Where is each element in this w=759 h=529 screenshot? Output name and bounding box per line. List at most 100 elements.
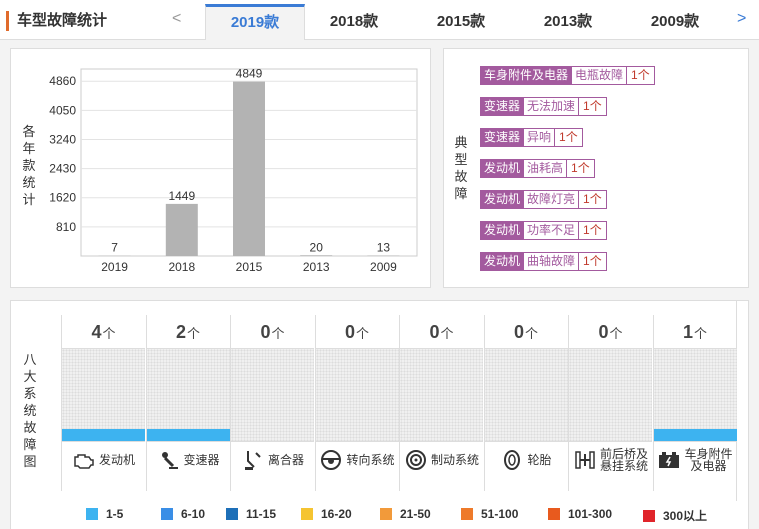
legend-item: 101-300 — [548, 507, 612, 521]
bar — [233, 81, 265, 256]
system-fault-bar-area — [400, 349, 483, 441]
system-column[interactable]: 4个发动机 — [61, 315, 145, 491]
legend-swatch — [548, 508, 560, 520]
system-count-unit: 个 — [356, 326, 370, 341]
system-column[interactable]: 2个变速器 — [145, 315, 230, 491]
legend-item: 300以上 — [643, 507, 707, 524]
data-label: 20 — [310, 240, 324, 254]
tab-2018[interactable]: 2018款 — [329, 13, 379, 30]
legend-label: 51-100 — [481, 507, 519, 521]
fault-row[interactable]: 变速器 无法加速 1个 — [480, 97, 607, 116]
bar — [165, 203, 198, 256]
system-fault-bar-area — [315, 349, 399, 441]
legend-swatch — [301, 508, 313, 520]
fault-row[interactable]: 车身附件及电器 电瓶故障 1个 — [480, 66, 655, 85]
system-label: 前后桥及 悬挂系统 — [569, 441, 652, 477]
system-column[interactable]: 0个 轮胎 — [483, 315, 568, 491]
system-fault-bar-area — [569, 349, 652, 441]
system-count-value: 4 — [91, 322, 102, 342]
system-label: 发动机 — [62, 441, 145, 477]
system-label: 车身附件 及电器 — [653, 441, 737, 477]
tab-2019[interactable]: 2019款 — [205, 4, 305, 40]
system-name: 变速器 — [183, 452, 220, 467]
legend-item: 51-100 — [461, 507, 518, 521]
system-count: 1个 — [653, 315, 737, 349]
page-title: 车型故障统计 — [6, 11, 107, 31]
system-fault-bar — [146, 429, 230, 441]
prev-tab-arrow-icon[interactable]: < — [172, 10, 182, 27]
legend-swatch — [86, 508, 98, 520]
systems-panel: 八大系统故障图 4个 发动机 2个 变速器 0个 离合器 0个 转向系统 0个 制动系统 0个 轮胎 0… — [10, 300, 749, 529]
system-column[interactable]: 1个车身附件 及电器 — [652, 315, 737, 491]
battery-icon — [657, 449, 681, 471]
system-fault-bar — [653, 429, 737, 441]
legend-item: 6-10 — [161, 507, 205, 521]
system-name: 发动机 — [98, 452, 135, 467]
fault-issue: 异响 — [524, 128, 556, 147]
system-count: 0个 — [569, 315, 652, 349]
system-fault-bar-area — [146, 349, 230, 441]
steering-wheel-icon — [319, 449, 343, 471]
fault-count: 1个 — [579, 97, 607, 116]
system-count: 0个 — [315, 315, 399, 349]
fault-issue: 曲轴故障 — [524, 252, 580, 271]
y-tick-label: 4050 — [49, 103, 76, 117]
system-label: 轮胎 — [484, 441, 568, 477]
fault-issue: 无法加速 — [524, 97, 580, 116]
fault-system: 发动机 — [480, 190, 525, 209]
chart-ylabel: 各年款统计 — [22, 124, 36, 207]
x-tick-label: 2013 — [303, 260, 330, 274]
system-count-value: 2 — [175, 322, 186, 342]
system-fault-bar-area — [484, 349, 568, 441]
tab-2015[interactable]: 2015款 — [436, 13, 486, 30]
system-count-value: 0 — [344, 322, 355, 342]
system-column[interactable]: 0个转向系统 — [314, 315, 399, 491]
fault-system: 发动机 — [480, 252, 525, 271]
fault-row[interactable]: 发动机 功率不足 1个 — [480, 221, 607, 240]
clutch-icon — [241, 449, 265, 471]
typical-faults-panel: 典型故障 车身附件及电器 电瓶故障 1个 变速器 无法加速 1个 变速器 异响 1个 发动机 油耗高… — [443, 48, 749, 288]
system-label: 转向系统 — [315, 441, 399, 477]
year-stats-panel: 各年款统计 810 1620 2430 3240 4050 4860 7 2019 1449 20… — [10, 48, 431, 288]
fault-count: 1个 — [579, 252, 607, 271]
y-tick-label: 2430 — [49, 162, 76, 176]
system-name: 转向系统 — [346, 452, 395, 467]
engine-icon — [72, 449, 96, 471]
legend-label: 16-20 — [321, 507, 352, 521]
system-fault-bar-area — [62, 349, 145, 441]
year-stats-chart: 810 1620 2430 3240 4050 4860 7 2019 1449 2018 4849… — [49, 67, 418, 274]
tab-2009[interactable]: 2009款 — [650, 13, 700, 30]
system-label: 离合器 — [231, 441, 314, 477]
system-fault-bar-area — [231, 349, 314, 441]
system-count-unit: 个 — [609, 326, 623, 341]
data-label: 7 — [111, 241, 118, 255]
fault-row[interactable]: 变速器 异响 1个 — [480, 128, 583, 147]
next-tab-arrow-icon[interactable]: > — [737, 10, 747, 27]
x-tick-label: 2019 — [101, 260, 128, 274]
legend-swatch — [161, 508, 173, 520]
header: 车型故障统计 < 2019款 2018款 2015款 2013款 2009款 > — [0, 0, 759, 40]
fault-row[interactable]: 发动机 曲轴故障 1个 — [480, 252, 607, 271]
data-label: 4849 — [236, 67, 263, 81]
fault-count: 1个 — [579, 190, 607, 209]
fault-system: 变速器 — [480, 97, 525, 116]
system-count-value: 0 — [429, 322, 440, 342]
system-count-unit: 个 — [102, 326, 116, 341]
legend-swatch — [226, 508, 238, 520]
data-label: 13 — [377, 241, 391, 255]
fault-system: 发动机 — [480, 159, 525, 178]
tab-2013[interactable]: 2013款 — [543, 13, 593, 30]
legend-label: 300以上 — [663, 509, 708, 523]
fault-count: 1个 — [579, 221, 607, 240]
fault-row[interactable]: 发动机 油耗高 1个 — [480, 159, 595, 178]
fault-row[interactable]: 发动机 故障灯亮 1个 — [480, 190, 607, 209]
system-count-unit: 个 — [187, 326, 201, 341]
fault-count: 1个 — [555, 128, 583, 147]
system-column[interactable]: 0个 制动系统 — [399, 315, 483, 491]
system-count: 4个 — [62, 315, 145, 349]
system-count-value: 0 — [513, 322, 524, 342]
system-name: 轮胎 — [527, 452, 552, 467]
system-column[interactable]: 0个 离合器 — [230, 315, 314, 491]
fault-system: 变速器 — [480, 128, 525, 147]
system-column[interactable]: 0个前后桥及 悬挂系统 — [568, 315, 652, 491]
